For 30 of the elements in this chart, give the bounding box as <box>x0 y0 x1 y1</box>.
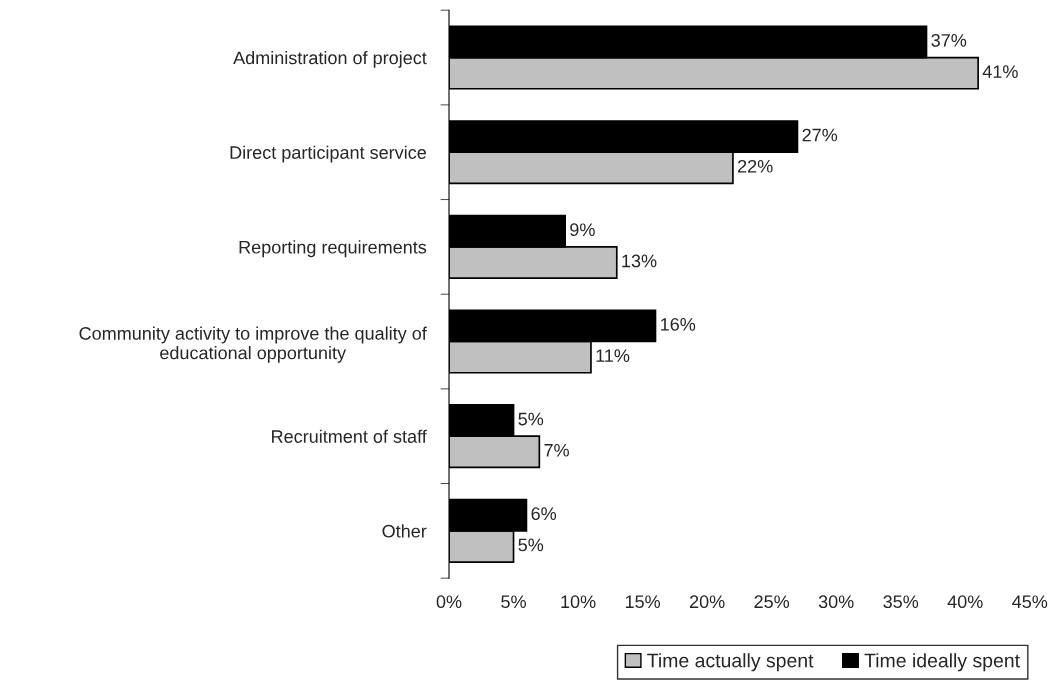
data-label: 5% <box>518 538 544 552</box>
data-label: 37% <box>931 33 967 47</box>
data-label: 6% <box>531 507 557 521</box>
data-label: 9% <box>570 223 595 237</box>
x-tick-label: 30% <box>818 595 854 609</box>
x-tick-label: 35% <box>883 595 919 609</box>
data-label: 13% <box>622 254 657 268</box>
y-tick-label: Recruitment of staff <box>272 429 427 443</box>
legend-label: Time actually spent <box>647 653 814 672</box>
x-tick-label: 10% <box>561 595 596 609</box>
y-tick-label: Reporting requirements <box>239 240 427 258</box>
y-tick-label: Administration of project <box>233 51 427 68</box>
y-tick-label: Community activity to improve the quality of educational opportunity <box>79 326 427 363</box>
x-tick-label: 15% <box>625 595 661 609</box>
data-label: 16% <box>661 317 696 331</box>
x-tick-label: 45% <box>1012 595 1048 609</box>
data-label: 11% <box>596 349 630 362</box>
x-tick-label: 5% <box>501 595 526 609</box>
data-label: 27% <box>802 128 838 142</box>
x-tick-label: 40% <box>947 595 983 609</box>
y-tick-label: Direct participant service <box>230 145 426 163</box>
x-tick-label: 0% <box>436 595 462 609</box>
data-label: 5% <box>518 412 544 426</box>
x-tick-label: 20% <box>689 595 725 609</box>
x-tick-label: 25% <box>754 595 790 609</box>
data-label: 22% <box>738 159 773 173</box>
data-label: 41% <box>982 65 1018 78</box>
legend-label: Time ideally spent <box>864 653 1020 672</box>
y-tick-label: Other <box>382 524 427 538</box>
data-label: 7% <box>544 443 569 457</box>
